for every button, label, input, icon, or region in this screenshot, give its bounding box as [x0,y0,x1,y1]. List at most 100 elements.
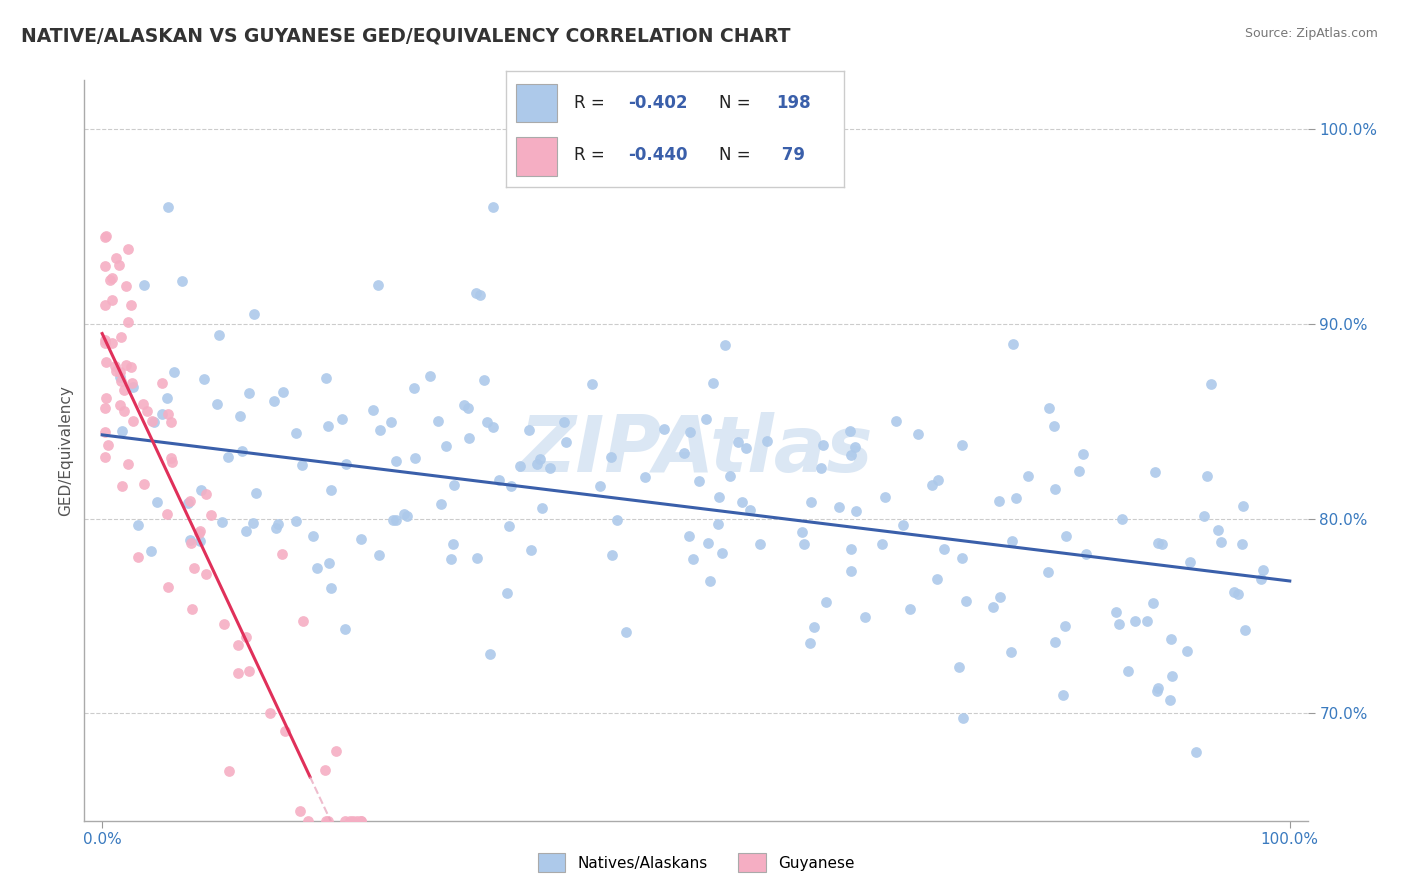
Point [205,397,228,411]
Point [188,534,211,549]
Point [1067,464,1090,478]
Point [115,279,138,293]
Point [132,278,155,293]
Point [370,423,392,437]
Point [111,424,134,438]
Point [707,516,730,531]
Point [218,764,240,778]
Point [465,285,488,300]
Point [839,565,862,579]
Point [315,814,337,828]
Point [1052,688,1074,702]
Point [110,330,132,344]
Point [159,415,181,429]
Point [434,439,457,453]
Point [526,457,548,471]
Point [555,434,578,449]
Point [1036,565,1059,579]
Point [589,479,612,493]
Point [1142,596,1164,610]
Point [498,519,520,533]
Point [121,376,143,390]
Point [1146,683,1168,698]
Point [1005,491,1028,505]
Point [105,364,128,378]
Point [157,200,180,214]
Point [238,386,260,401]
Point [740,502,762,516]
Point [139,544,162,558]
Point [1001,534,1024,549]
Point [117,243,139,257]
Point [678,529,700,543]
Point [815,595,838,609]
Point [652,422,675,436]
Point [112,383,135,397]
Point [235,524,257,539]
Text: NATIVE/ALASKAN VS GUYANESE GED/EQUIVALENCY CORRELATION CHART: NATIVE/ALASKAN VS GUYANESE GED/EQUIVALEN… [21,27,790,45]
Point [194,486,217,500]
Point [606,513,628,527]
Point [900,601,922,615]
Point [702,376,724,390]
Point [988,494,1011,508]
Point [749,537,772,551]
Point [288,804,311,818]
Point [1054,618,1077,632]
Point [291,458,314,472]
Point [839,542,862,557]
Point [242,308,264,322]
Point [472,373,495,387]
Point [321,483,343,498]
Point [305,560,328,574]
Point [94,229,117,244]
Point [404,451,426,466]
Point [509,458,531,473]
Point [284,425,307,440]
Point [1234,623,1257,637]
Point [1180,555,1202,569]
Point [531,501,554,516]
Point [110,370,132,384]
Point [368,548,391,562]
Text: R =: R = [574,146,610,164]
Point [1001,337,1024,351]
Point [1123,615,1146,629]
Point [314,763,336,777]
Point [97,438,120,452]
Point [93,333,115,347]
Point [983,599,1005,614]
Point [927,473,949,487]
Point [1201,377,1223,392]
Point [828,500,851,514]
Point [697,536,720,550]
Point [731,495,754,509]
Point [441,537,464,551]
Point [93,450,115,464]
FancyBboxPatch shape [516,137,557,176]
Point [499,479,522,493]
Text: N =: N = [718,146,755,164]
Point [105,251,128,265]
Point [756,434,779,448]
Point [330,412,353,426]
Point [274,724,297,739]
Point [226,665,249,680]
Point [679,425,702,439]
Point [1042,418,1064,433]
Point [101,293,124,307]
Point [284,514,307,528]
Point [122,414,145,428]
Point [1223,585,1246,599]
Point [443,478,465,492]
Point [301,529,323,543]
Point [152,376,174,391]
Point [427,414,450,428]
Point [672,446,695,460]
Point [361,403,384,417]
Point [228,639,250,653]
Point [720,469,742,483]
Point [208,327,231,342]
Point [790,525,813,540]
Point [907,426,929,441]
